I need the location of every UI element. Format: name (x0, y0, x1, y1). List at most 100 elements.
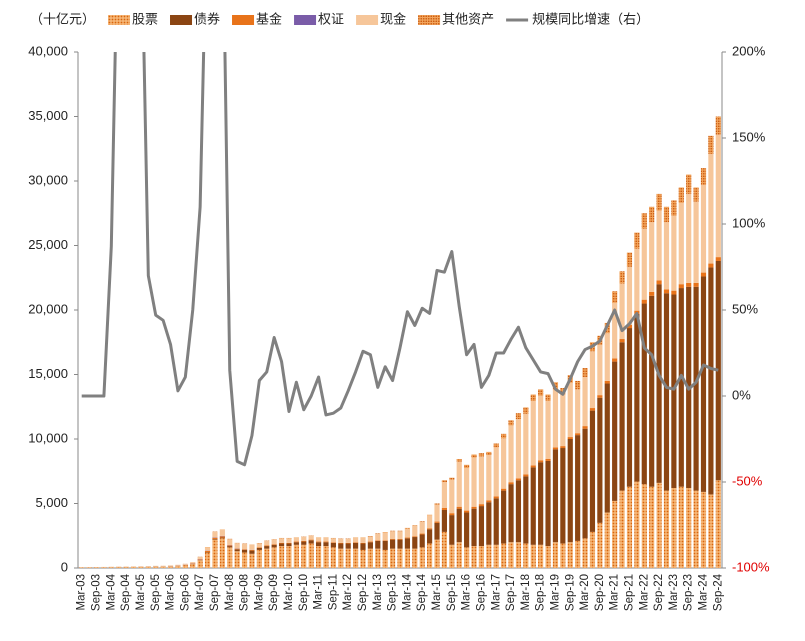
bar-segment (352, 537, 359, 543)
bar-segment (108, 567, 114, 568)
bar-segment (256, 547, 262, 549)
bar-segment (508, 484, 514, 543)
bar-segment (493, 498, 499, 545)
bar-segment (390, 530, 396, 532)
bar-segment (686, 174, 692, 194)
bar-segment (397, 538, 403, 540)
bar-segment (397, 539, 403, 549)
bar-segment (508, 542, 514, 568)
bar-segment (360, 537, 366, 543)
bar-segment (278, 542, 285, 544)
bar-segment (538, 544, 544, 568)
bar-segment (545, 546, 551, 568)
bar-segment (449, 544, 455, 568)
bar-segment (582, 377, 588, 427)
x-tick-label: Sep-24 (712, 573, 724, 611)
bar-segment (641, 303, 647, 485)
bar-segment (160, 565, 166, 567)
bar-segment (597, 397, 603, 523)
bar-segment (367, 541, 373, 543)
bar-segment (612, 358, 618, 362)
x-tick-label: Mar-23 (668, 574, 680, 610)
bar-segment (315, 546, 322, 568)
bar-segment (367, 536, 373, 542)
bar-segment (427, 528, 433, 530)
bar-segment (175, 564, 181, 566)
bar-segment (478, 504, 485, 507)
bar-segment (671, 215, 677, 291)
bar-segment (538, 389, 544, 396)
bar-segment (345, 543, 351, 549)
bar-segment (693, 282, 699, 287)
bar-segment (486, 455, 492, 501)
bar-segment (456, 508, 462, 543)
bar-segment (538, 395, 544, 461)
bar-segment (101, 567, 107, 568)
bar-segment (367, 542, 373, 549)
bar-segment (79, 567, 85, 568)
bar-segment (501, 488, 507, 491)
bar-segment (560, 446, 566, 449)
bar-segment (323, 541, 329, 543)
bar-segment (575, 540, 581, 568)
x-tick-label: Sep-14 (416, 573, 428, 611)
x-tick-label: Mar-04 (105, 573, 117, 610)
bar-segment (190, 564, 196, 568)
x-tick-label: Sep-17 (505, 574, 517, 611)
unit-label: （十亿元） (30, 11, 95, 26)
bar-segment (626, 486, 633, 568)
bar-segment (582, 538, 588, 568)
bar-segment (708, 267, 714, 495)
bar-segment (419, 547, 425, 568)
bar-segment (464, 547, 470, 568)
bar-segment (671, 200, 677, 216)
x-tick-label: Sep-12 (357, 574, 369, 611)
bar-segment (315, 541, 322, 543)
bar-segment (626, 324, 633, 329)
bar-segment (523, 474, 529, 477)
bar-segment (271, 539, 277, 545)
bar-segment (375, 548, 381, 568)
bar-segment (515, 542, 522, 568)
bar-segment (604, 383, 610, 513)
bar-segment (508, 425, 514, 483)
bar-segment (204, 552, 211, 568)
bar-segment (390, 531, 396, 539)
legend-label: 债券 (194, 11, 220, 26)
bar-segment (375, 540, 381, 549)
bar-segment (256, 543, 262, 548)
bar-segment (271, 544, 277, 548)
x-tick-label: Mar-21 (609, 574, 621, 610)
bar-segment (612, 361, 618, 501)
bar-segment (604, 333, 610, 381)
bar-segment (278, 538, 285, 543)
bar-segment (671, 290, 677, 295)
bar-segment (212, 539, 218, 568)
bar-segment (241, 549, 248, 553)
bar-segment (597, 344, 603, 396)
bar-segment (471, 508, 477, 547)
bar-segment (641, 484, 647, 568)
bar-segment (212, 532, 218, 538)
bar-segment (678, 288, 684, 487)
x-tick-label: Sep-08 (239, 574, 251, 611)
y-tick-label: 5,000 (35, 495, 68, 510)
bar-segment (441, 482, 448, 509)
bar-segment (501, 438, 507, 489)
bar-segment (597, 522, 603, 568)
x-tick-label: Sep-18 (535, 574, 547, 611)
bar-segment (597, 395, 603, 398)
bar-segment (708, 263, 714, 268)
bar-segment (545, 400, 551, 459)
bar-segment (493, 496, 499, 499)
bar-segment (552, 542, 559, 568)
bar-segment (663, 206, 670, 223)
bar-segment (219, 536, 225, 538)
bar-segment (315, 542, 322, 547)
bar-segment (464, 468, 470, 511)
y2-tick-label: 50% (732, 301, 758, 316)
bar-segment (641, 228, 647, 300)
bar-segment (552, 389, 559, 448)
bar-segment (308, 535, 314, 540)
